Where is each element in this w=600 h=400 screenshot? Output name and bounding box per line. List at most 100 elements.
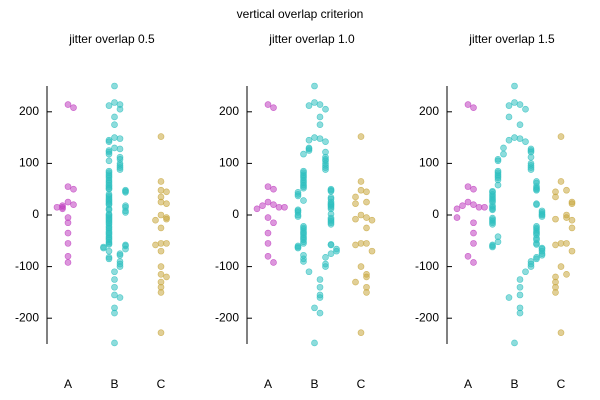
point [259, 202, 266, 210]
point [316, 121, 324, 128]
point [522, 138, 529, 146]
point [111, 144, 118, 152]
x-tick-label: B [310, 377, 318, 391]
x-tick-label: C [357, 377, 366, 391]
point [311, 82, 318, 90]
point [557, 133, 565, 140]
point [516, 309, 524, 317]
point [363, 273, 370, 281]
point [563, 186, 570, 194]
point [489, 220, 496, 228]
point [322, 138, 329, 146]
point [163, 240, 170, 247]
point [470, 185, 477, 193]
point [116, 166, 124, 173]
point [494, 181, 502, 189]
point [64, 240, 72, 247]
y-tick-label: -100 [15, 259, 39, 273]
point [105, 138, 113, 146]
point [511, 99, 518, 106]
point [157, 198, 165, 206]
y-tick-label: 0 [432, 207, 439, 221]
point [368, 216, 376, 224]
y-tick-label: -200 [415, 310, 439, 324]
point [516, 276, 524, 283]
point [516, 283, 524, 291]
point [505, 294, 513, 301]
point [264, 101, 272, 108]
point [300, 240, 307, 247]
point [122, 188, 129, 196]
point [294, 192, 302, 200]
y-tick-label: 200 [219, 104, 239, 118]
y-tick-label: -200 [15, 310, 39, 324]
point [481, 203, 488, 211]
point [111, 82, 118, 90]
point [270, 201, 277, 208]
point [152, 241, 159, 249]
point [363, 240, 370, 247]
point [352, 215, 359, 223]
point [464, 252, 472, 260]
point [475, 203, 483, 211]
point [489, 243, 496, 251]
point [538, 251, 546, 259]
point [459, 202, 466, 210]
point [64, 198, 72, 206]
panel-title: jitter overlap 0.5 [68, 32, 155, 46]
point [357, 329, 365, 336]
point [316, 294, 324, 301]
point [264, 183, 272, 190]
point [568, 224, 576, 232]
point [470, 259, 477, 266]
point [157, 211, 165, 219]
point [453, 205, 461, 213]
point [157, 186, 165, 194]
x-tick-label: B [110, 377, 118, 391]
point [505, 113, 513, 121]
point [311, 339, 318, 347]
x-tick-label: C [557, 377, 566, 391]
point [516, 101, 524, 108]
point [563, 240, 570, 247]
point [157, 133, 165, 140]
point [464, 198, 472, 206]
y-tick-label: -200 [215, 310, 239, 324]
point [505, 102, 513, 109]
point [316, 283, 324, 291]
point [568, 247, 576, 255]
point [163, 215, 170, 223]
y-tick-label: 100 [19, 156, 39, 170]
point [270, 185, 277, 193]
point [470, 229, 477, 237]
x-tick-label: B [510, 377, 518, 391]
point [327, 187, 335, 195]
y-tick-label: -100 [215, 259, 239, 273]
point [533, 186, 540, 194]
point [300, 184, 307, 192]
panel-title: jitter overlap 1.5 [468, 32, 555, 46]
point [122, 245, 129, 253]
point [116, 105, 124, 113]
point [557, 178, 565, 185]
point [157, 329, 165, 336]
point [453, 214, 461, 221]
point [522, 268, 529, 276]
point [464, 183, 472, 190]
point [527, 263, 535, 270]
point [111, 291, 118, 299]
point [163, 200, 170, 207]
point [568, 216, 576, 224]
point [300, 197, 307, 204]
point [105, 241, 113, 248]
point [511, 82, 518, 90]
point [163, 273, 170, 281]
point [357, 240, 365, 247]
point [157, 247, 165, 255]
point [470, 219, 477, 227]
point [53, 203, 61, 211]
point [533, 201, 540, 208]
point [333, 247, 340, 255]
point [64, 259, 72, 266]
